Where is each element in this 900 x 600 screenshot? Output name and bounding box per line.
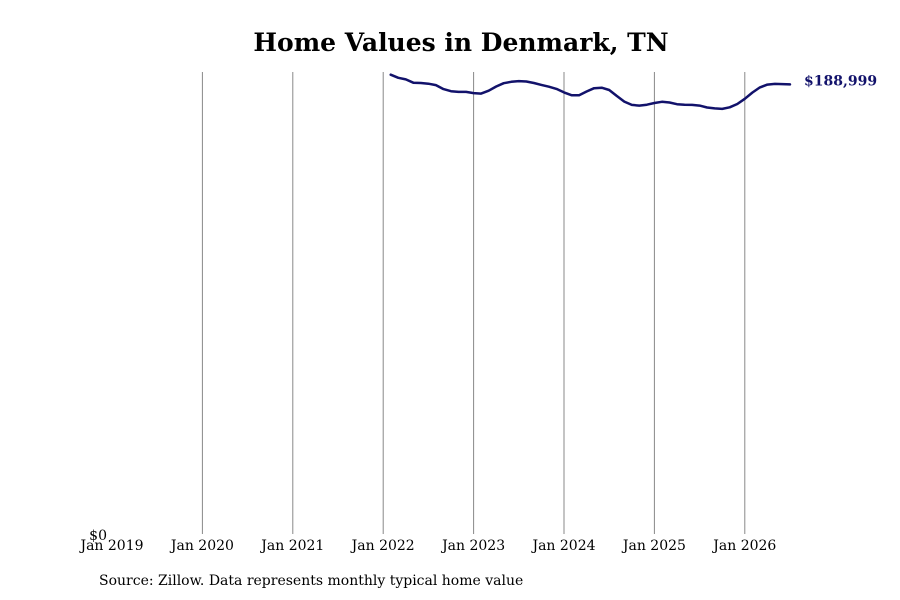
x-tick-label: Jan 2024 [530, 538, 595, 554]
end-value-label: $188,999 [804, 73, 877, 89]
x-tick-label: Jan 2025 [621, 538, 686, 554]
x-tick-label: Jan 2026 [711, 538, 776, 554]
chart-title: Home Values in Denmark, TN [253, 28, 669, 57]
x-tick-label: Jan 2023 [440, 538, 505, 554]
x-tick-label: Jan 2020 [169, 538, 234, 554]
x-axis-ticks: Jan 2019 Jan 2020 Jan 2021 Jan 2022 Jan 2023… [78, 538, 776, 554]
series-line [389, 73, 792, 111]
x-tick-label: Jan 2021 [259, 538, 324, 554]
y-tick-label: $0 [89, 528, 107, 544]
source-note: Source: Zillow. Data represents monthly … [99, 573, 524, 589]
gridlines [201, 72, 746, 534]
x-tick-label: Jan 2019 [78, 538, 143, 554]
y-axis-ticks: $0 [89, 528, 107, 544]
x-tick-label: Jan 2022 [350, 538, 415, 554]
